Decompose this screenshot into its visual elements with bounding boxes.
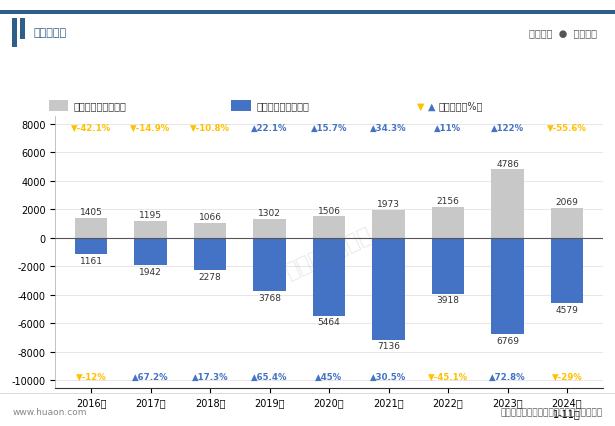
Text: ▲67.2%: ▲67.2% [132, 372, 169, 381]
Text: ▲65.4%: ▲65.4% [252, 372, 288, 381]
Bar [432, 238, 464, 294]
Text: 华经产业研究院: 华经产业研究院 [282, 224, 376, 281]
Text: 3768: 3768 [258, 294, 281, 302]
Bar [49, 101, 68, 112]
Text: www.huaon.com: www.huaon.com [12, 407, 87, 416]
Text: 1973: 1973 [377, 199, 400, 208]
Text: ▲30.5%: ▲30.5% [370, 372, 407, 381]
Text: 进口总额（万美元）: 进口总额（万美元） [256, 101, 309, 111]
Bar [491, 238, 524, 334]
Text: 6769: 6769 [496, 336, 519, 345]
Bar [550, 209, 584, 238]
Text: 2069: 2069 [555, 198, 579, 207]
Text: ▼-12%: ▼-12% [76, 372, 106, 381]
Text: 1506: 1506 [317, 206, 341, 215]
Bar [74, 238, 108, 255]
Text: ▼-10.8%: ▼-10.8% [190, 124, 230, 133]
Text: ▼-45.1%: ▼-45.1% [428, 372, 468, 381]
Text: ▼-29%: ▼-29% [552, 372, 582, 381]
Text: ▼-55.6%: ▼-55.6% [547, 124, 587, 133]
Text: 2156: 2156 [437, 197, 459, 206]
Text: ▲34.3%: ▲34.3% [370, 124, 407, 133]
Text: 同比增速（%）: 同比增速（%） [439, 101, 483, 111]
Text: 4579: 4579 [555, 305, 579, 314]
Text: 1405: 1405 [79, 207, 103, 216]
Text: 数据来源：中国海关；华经产业研究院整理: 数据来源：中国海关；华经产业研究院整理 [501, 407, 603, 416]
Text: 出口总额（万美元）: 出口总额（万美元） [74, 101, 126, 111]
Bar [253, 238, 286, 292]
Text: 1161: 1161 [79, 256, 103, 265]
Text: 专业严谨  ●  客观科学: 专业严谨 ● 客观科学 [528, 28, 597, 38]
Text: ▲11%: ▲11% [434, 124, 462, 133]
Bar [491, 170, 524, 238]
Text: 2278: 2278 [199, 272, 221, 281]
Text: ▼-42.1%: ▼-42.1% [71, 124, 111, 133]
Bar [134, 221, 167, 238]
Text: ▲22.1%: ▲22.1% [252, 124, 288, 133]
Text: 华经情报网: 华经情报网 [34, 28, 67, 38]
Bar [253, 220, 286, 238]
Text: ▲: ▲ [427, 101, 438, 111]
Bar [74, 218, 108, 238]
Bar [312, 217, 346, 238]
Bar [12, 19, 17, 48]
Text: 5464: 5464 [318, 318, 340, 327]
Text: ▲45%: ▲45% [315, 372, 343, 381]
Bar [372, 210, 405, 238]
Bar [550, 238, 584, 303]
Bar [312, 238, 346, 316]
Bar [231, 101, 251, 112]
Bar [432, 207, 464, 238]
Bar [194, 223, 226, 238]
Text: 1942: 1942 [139, 268, 162, 276]
Bar [134, 238, 167, 266]
Text: 3918: 3918 [437, 296, 459, 305]
Text: 4786: 4786 [496, 159, 519, 168]
Bar [20, 19, 25, 40]
Bar [194, 238, 226, 271]
Text: 7136: 7136 [377, 342, 400, 351]
Text: ▲72.8%: ▲72.8% [489, 372, 526, 381]
Text: ▼-14.9%: ▼-14.9% [130, 124, 171, 133]
Text: ▲15.7%: ▲15.7% [311, 124, 347, 133]
Text: ▼: ▼ [417, 101, 424, 111]
Text: 1302: 1302 [258, 209, 281, 218]
Text: 2016-2024年11月甘肃省外商投资企业进、出口额: 2016-2024年11月甘肃省外商投资企业进、出口额 [161, 66, 454, 83]
Text: 1195: 1195 [139, 210, 162, 219]
Text: ▲122%: ▲122% [491, 124, 524, 133]
Bar [372, 238, 405, 340]
Text: ▲17.3%: ▲17.3% [192, 372, 228, 381]
Bar [0, 11, 615, 15]
Text: 1066: 1066 [199, 212, 221, 221]
